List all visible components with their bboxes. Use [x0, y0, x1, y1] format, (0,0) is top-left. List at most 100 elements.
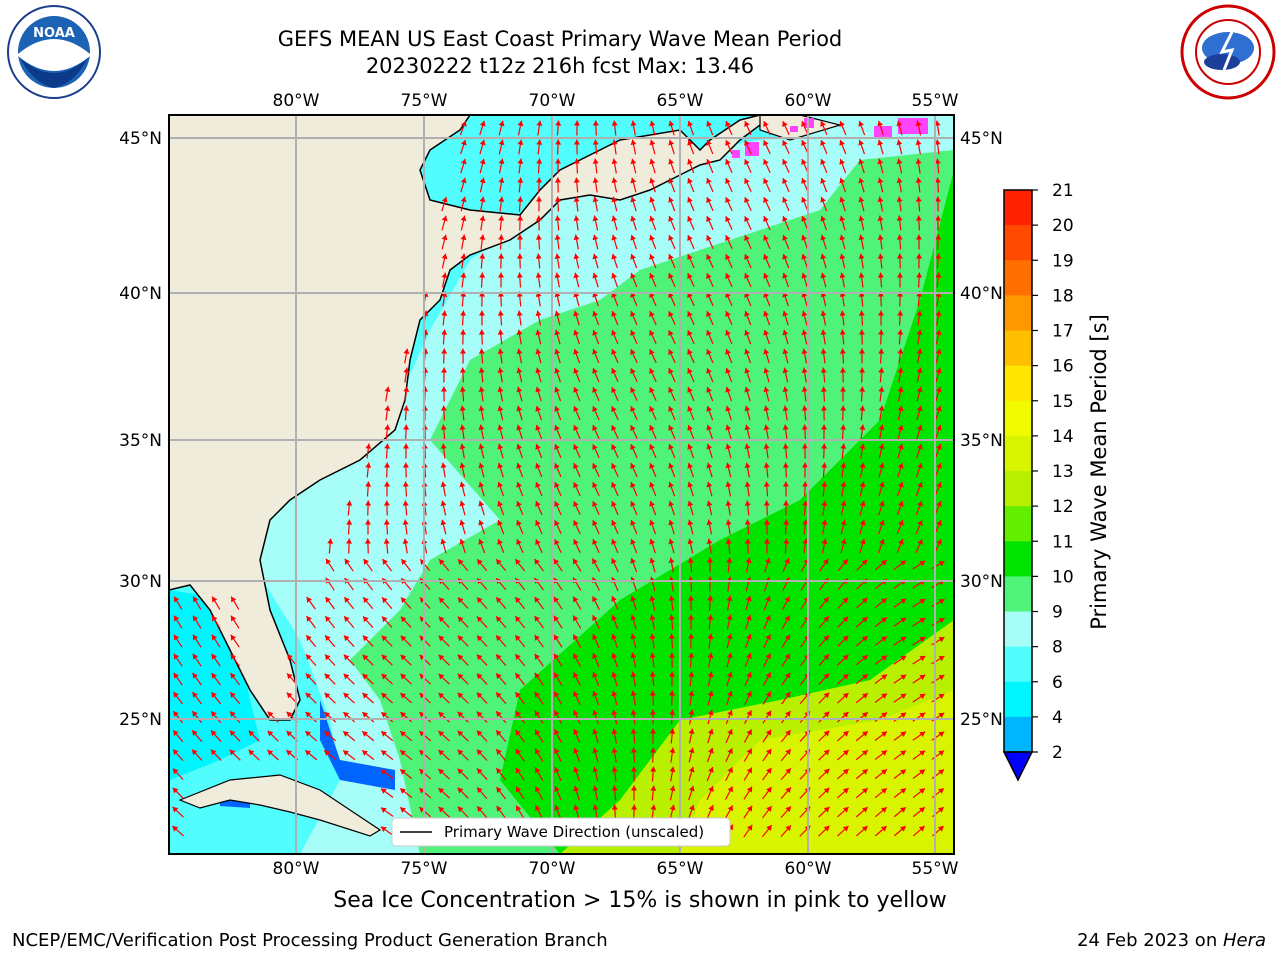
wave-arrow: [802, 481, 809, 497]
wave-arrow: [839, 348, 846, 364]
wave-arrow: [668, 234, 676, 250]
wave-arrow: [611, 348, 619, 364]
wave-arrow: [839, 367, 846, 383]
wave-arrow: [573, 481, 581, 497]
wave-arrow: [611, 215, 618, 231]
colorbar-tick-label: 15: [1052, 392, 1074, 412]
wave-arrow: [859, 443, 866, 459]
wave-arrow: [611, 538, 619, 554]
wave-arrow: [457, 749, 469, 761]
wave-arrow: [649, 139, 656, 155]
wave-arrow: [384, 481, 391, 497]
footer-date: 24 Feb 2023 on Hera: [1077, 930, 1266, 951]
wave-arrow: [535, 519, 543, 535]
wave-arrow: [380, 826, 394, 836]
wave-arrow: [934, 158, 941, 174]
wave-arrow: [515, 767, 525, 781]
wave-arrow: [782, 367, 789, 383]
wave-arrow: [649, 386, 657, 402]
axis-tick-labels: 80°W 75°W 70°W 65°W 60°W 55°W 80°W 75°W …: [119, 91, 1003, 879]
wave-arrow: [707, 671, 714, 687]
wave-arrow: [306, 596, 316, 610]
wave-arrow: [896, 177, 903, 193]
wave-arrow: [820, 139, 828, 155]
wave-arrow: [687, 139, 695, 155]
wave-arrow: [592, 348, 600, 364]
wave-arrow: [554, 234, 561, 250]
wave-arrow: [669, 804, 676, 820]
wave-arrow: [495, 767, 507, 781]
wave-arrow: [535, 329, 542, 345]
wave-arrow: [516, 538, 524, 554]
wave-arrow: [611, 234, 618, 250]
colorbar-bin: [1004, 646, 1032, 683]
wave-arrow: [400, 616, 412, 628]
wave-arrow: [744, 348, 752, 364]
wave-arrow: [441, 253, 448, 269]
wave-arrow: [630, 519, 638, 535]
wave-arrow: [878, 500, 885, 516]
wave-arrow: [535, 424, 543, 440]
wave-arrow: [267, 711, 279, 723]
wave-arrow: [172, 710, 184, 724]
wave-arrow: [460, 234, 467, 250]
wave-arrow: [706, 196, 714, 212]
wave-arrow: [479, 120, 486, 136]
wave-arrow: [514, 653, 526, 667]
wave-arrow: [837, 654, 849, 666]
wave-arrow: [630, 158, 637, 174]
colorbar-bin: [1004, 365, 1032, 402]
wave-arrow: [343, 635, 355, 647]
wave-arrow: [706, 804, 714, 820]
wave-arrow: [343, 615, 355, 629]
wave-arrow: [764, 538, 771, 554]
wave-arrow: [916, 329, 923, 345]
wave-arrow: [365, 500, 372, 516]
wave-arrow: [514, 634, 526, 648]
wave-arrow: [343, 596, 355, 610]
wave-arrow: [668, 367, 676, 383]
wave-arrow: [380, 788, 394, 798]
colorbar-extension: [1002, 751, 1034, 782]
wave-arrow: [592, 120, 599, 136]
map-frame: [168, 114, 955, 855]
wave-arrow: [592, 614, 600, 630]
wave-arrow: [877, 538, 885, 554]
wave-arrow: [476, 768, 488, 780]
wave-arrow: [896, 120, 903, 136]
wave-arrow: [611, 196, 618, 212]
wave-arrow: [782, 139, 790, 155]
wave-arrow: [554, 538, 562, 554]
wave-arrow: [858, 139, 866, 155]
wave-arrow: [630, 424, 638, 440]
wave-arrow: [343, 673, 355, 685]
wave-arrow: [763, 253, 771, 269]
wave-arrow: [744, 443, 751, 459]
wave-arrow: [592, 253, 599, 269]
wave-arrow: [743, 786, 753, 800]
wave-arrow: [706, 329, 714, 345]
wave-arrow: [630, 481, 638, 497]
wave-arrow: [707, 709, 714, 725]
wave-arrow: [687, 120, 694, 136]
wave-arrow: [858, 120, 866, 136]
wave-arrow: [592, 158, 599, 174]
wave-arrow: [687, 234, 695, 250]
wave-arrow: [931, 750, 945, 760]
wave-arrow: [325, 596, 335, 610]
wave-arrow: [668, 158, 676, 174]
wave-arrow: [248, 730, 260, 742]
colorbar-tick-label: 4: [1052, 708, 1063, 728]
wave-arrow: [172, 768, 184, 780]
wave-arrow: [516, 272, 523, 288]
wave-arrow: [554, 747, 562, 763]
wave-arrow: [479, 234, 486, 250]
wave-arrow: [514, 691, 526, 705]
wave-arrow: [916, 405, 923, 421]
wave-arrow: [381, 635, 393, 647]
wave-arrow: [497, 500, 505, 516]
colorbar-tick-label: 6: [1052, 673, 1063, 693]
wave-arrow: [782, 158, 790, 174]
wave-arrow: [801, 196, 809, 212]
wave-arrow: [516, 462, 524, 478]
